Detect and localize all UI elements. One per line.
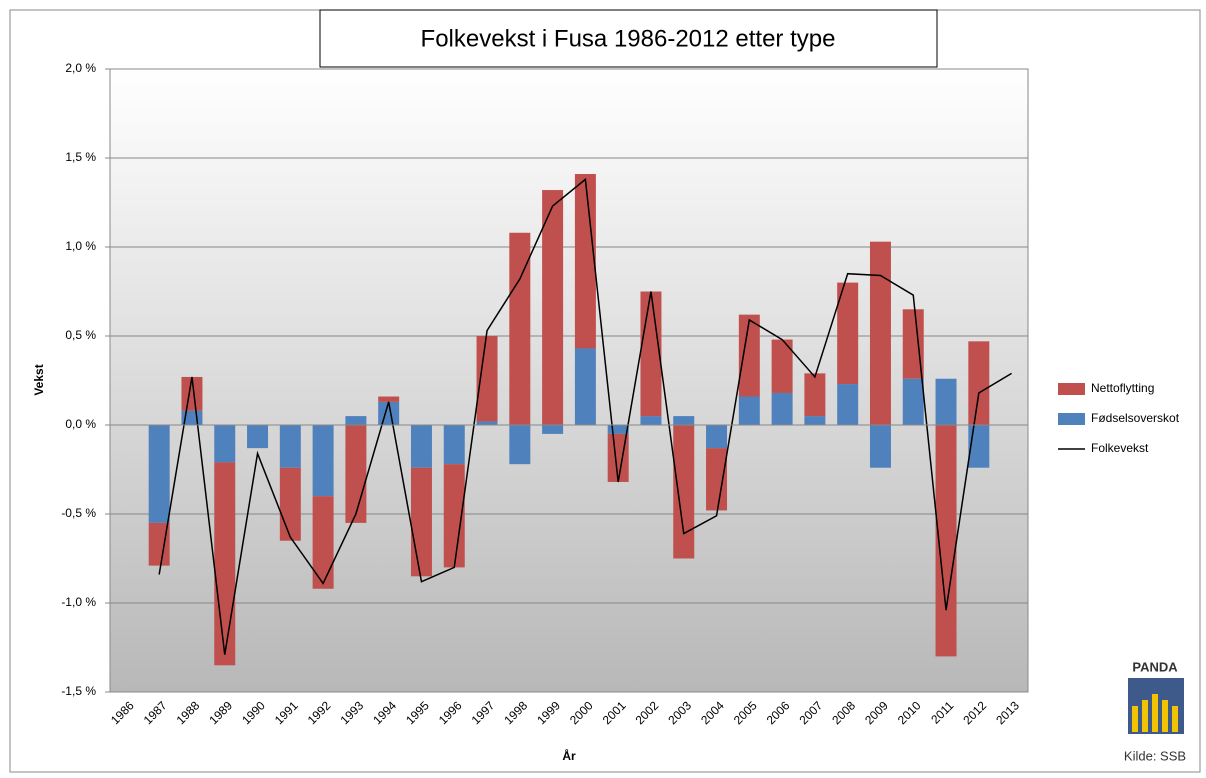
bar	[771, 392, 793, 425]
y-tick-label: 1,0 %	[65, 239, 96, 253]
y-tick-label: -0,5 %	[61, 506, 96, 520]
bar	[607, 425, 629, 434]
logo: PANDA Kilde: SSB	[1124, 659, 1186, 763]
bar	[148, 425, 170, 523]
logo-icon	[1142, 700, 1148, 732]
bar	[509, 232, 531, 425]
y-tick-label: 0,0 %	[65, 417, 96, 431]
bar	[279, 467, 301, 541]
legend-swatch	[1058, 383, 1085, 395]
bar	[968, 341, 990, 425]
bar	[345, 425, 367, 523]
x-axis-label: År	[562, 748, 576, 763]
bar	[837, 384, 859, 425]
y-tick-label: 1,5 %	[65, 150, 96, 164]
bar	[476, 421, 498, 425]
bar	[869, 241, 891, 425]
bar	[968, 425, 990, 468]
bar	[214, 425, 236, 463]
bar	[181, 376, 203, 411]
bar	[509, 425, 531, 465]
bar	[378, 396, 400, 402]
logo-icon	[1162, 700, 1168, 732]
bar	[738, 396, 760, 425]
bar	[214, 462, 236, 666]
bar	[706, 425, 728, 449]
chart-title: Folkevekst i Fusa 1986-2012 etter type	[421, 25, 836, 52]
bar	[640, 291, 662, 417]
bar	[312, 425, 334, 497]
logo-icon	[1152, 694, 1158, 732]
bar	[574, 174, 596, 349]
title-box	[319, 9, 938, 68]
bar	[837, 282, 859, 385]
bar	[935, 378, 957, 425]
y-tick-label: -1,0 %	[61, 595, 96, 609]
line	[158, 177, 1012, 655]
bar	[640, 416, 662, 425]
y-tick-label: 0,5 %	[65, 328, 96, 342]
logo-icon	[1132, 706, 1138, 732]
bar	[673, 416, 695, 425]
legend-label: Nettoflytting	[1091, 381, 1154, 395]
bar	[148, 522, 170, 566]
bar	[935, 425, 957, 657]
bar	[443, 464, 465, 568]
bar	[345, 416, 367, 425]
bar	[476, 336, 498, 422]
bar	[279, 425, 301, 468]
y-tick-label: -1,5 %	[61, 684, 96, 698]
bar	[410, 467, 432, 577]
bar	[443, 425, 465, 465]
bar	[410, 425, 432, 468]
logo-source: Kilde: SSB	[1124, 748, 1186, 763]
bar	[247, 425, 269, 449]
bar	[574, 348, 596, 425]
logo-title: PANDA	[1132, 659, 1178, 674]
legend-label: Folkevekst	[1091, 441, 1149, 455]
bar	[804, 373, 826, 417]
bar	[804, 416, 826, 425]
legend-label: Fødselsoverskot	[1091, 411, 1180, 425]
bar	[607, 433, 629, 482]
bar	[738, 314, 760, 397]
bar	[869, 425, 891, 468]
legend-swatch	[1058, 413, 1085, 425]
bar	[542, 190, 564, 425]
bar	[902, 378, 924, 425]
bar	[706, 448, 728, 511]
logo-icon	[1172, 706, 1178, 732]
y-tick-label: 2,0 %	[65, 61, 96, 75]
bar	[312, 496, 334, 589]
bar	[771, 339, 793, 393]
y-axis-label: Vekst	[32, 364, 46, 395]
bar	[673, 425, 695, 559]
bar	[542, 425, 564, 434]
bar	[902, 309, 924, 379]
